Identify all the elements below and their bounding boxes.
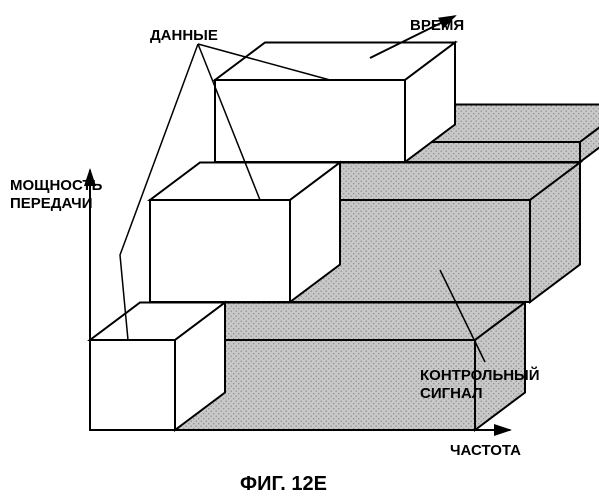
label-axis-y: МОЩНОСТЬПЕРЕДАЧИ [10, 177, 103, 212]
row1_data [150, 163, 340, 303]
label-axis-x: ЧАСТОТА [450, 442, 521, 459]
label-axis-z: ВРЕМЯ [410, 17, 464, 34]
row2_data [215, 43, 455, 163]
figure-caption: ФИГ. 12Е [240, 473, 327, 495]
diagram-scene: ДАННЫЕВРЕМЯМОЩНОСТЬПЕРЕДАЧИЧАСТОТАКОНТРО… [0, 0, 599, 500]
label-data: ДАННЫЕ [150, 27, 218, 44]
